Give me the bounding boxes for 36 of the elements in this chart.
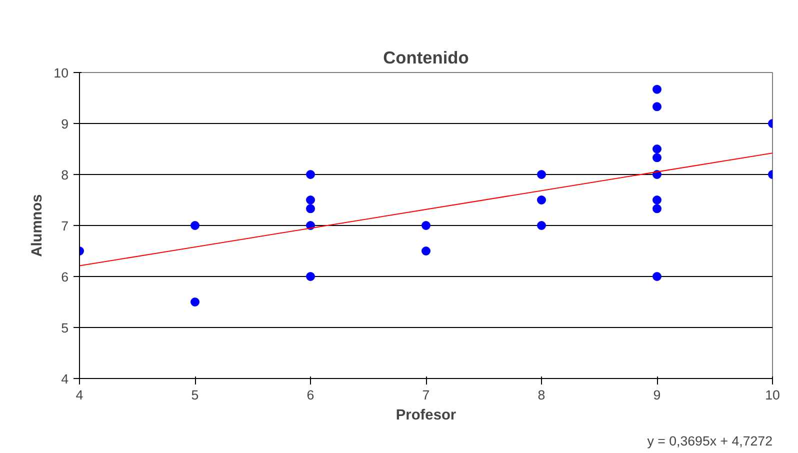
point (306, 204, 315, 214)
point (306, 272, 315, 281)
chart-title: Contenido (383, 48, 469, 68)
x-tick-label: 6 (306, 388, 314, 402)
point (422, 221, 430, 230)
point (652, 153, 662, 162)
point (422, 246, 430, 256)
x-tick-label: 8 (538, 388, 546, 402)
point (306, 196, 315, 204)
y-tick-label: 4 (61, 372, 70, 386)
x-tick-label: 9 (653, 388, 661, 402)
point (537, 196, 546, 204)
point (652, 272, 662, 281)
y-tick-label: 6 (61, 270, 69, 284)
point (306, 170, 315, 179)
y-tick-label: 8 (61, 168, 69, 182)
text: y = 0,3695x + 4,7272 (647, 434, 773, 448)
point (537, 170, 546, 179)
point (190, 221, 200, 230)
x-axis-title: Profesor (396, 408, 456, 424)
x-tick-label: 7 (422, 388, 430, 402)
point (652, 102, 662, 112)
point (652, 144, 662, 154)
point (652, 84, 662, 94)
y-tick-label: 9 (61, 116, 69, 132)
point (537, 221, 546, 230)
x-tick-label: 4 (76, 388, 84, 402)
y-tick-label: 10 (54, 66, 69, 80)
point (652, 196, 662, 204)
point (190, 298, 200, 306)
y-axis-title: Alumnos (30, 194, 46, 257)
x-tick-label: 10 (765, 388, 780, 402)
y-tick-label: 5 (61, 320, 69, 336)
y-tick-label: 7 (61, 218, 69, 234)
x-tick-label: 5 (191, 388, 199, 402)
point (652, 204, 662, 214)
